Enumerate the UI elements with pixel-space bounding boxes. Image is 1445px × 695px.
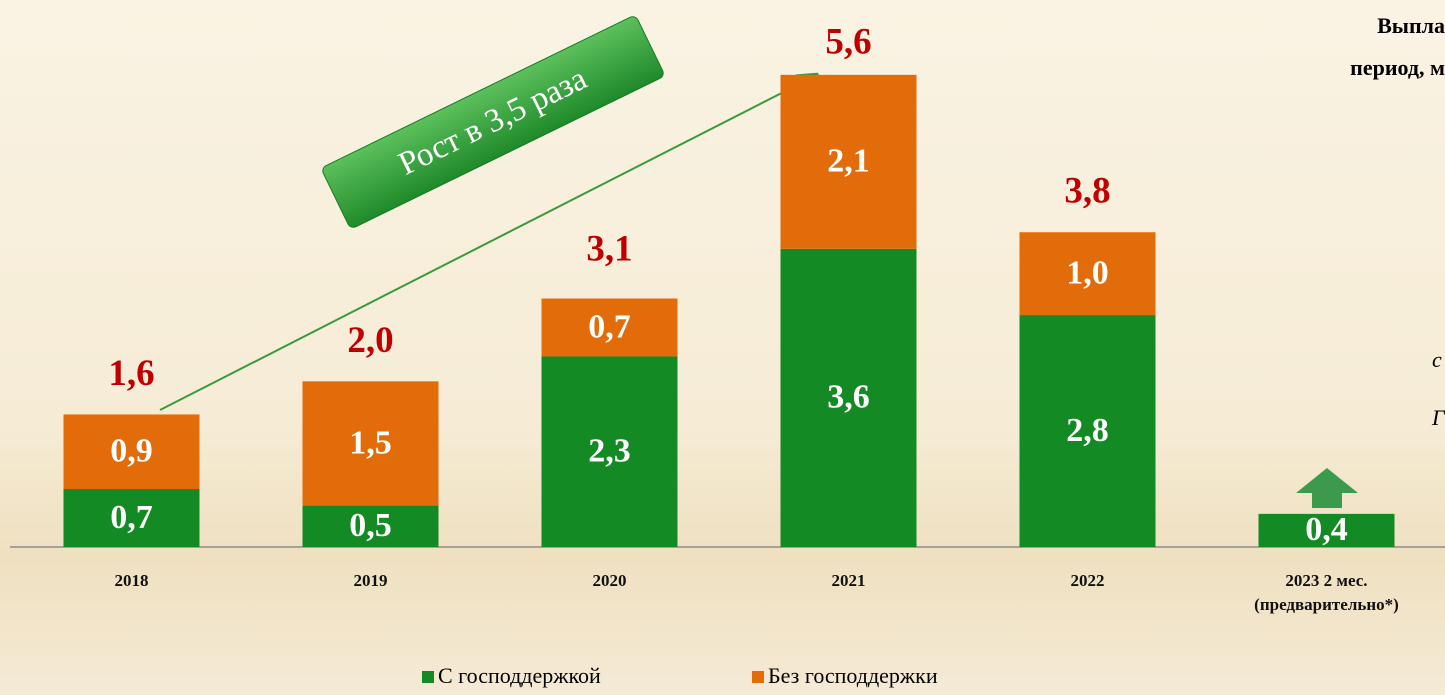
total-label: 3,1	[586, 229, 632, 270]
data-label: 0,5	[349, 507, 392, 544]
data-label: 0,7	[110, 499, 153, 536]
total-label: 5,6	[825, 22, 871, 63]
x-tick-label: 2018	[114, 571, 149, 590]
bar-segment	[302, 505, 439, 547]
legend-label: С господдержкой	[438, 663, 601, 688]
bar-segment	[63, 489, 200, 547]
chart-title: Выпла	[1377, 13, 1445, 38]
data-label: 3,6	[827, 379, 870, 416]
total-label: 3,8	[1064, 171, 1110, 212]
data-label: 1,5	[349, 424, 392, 461]
annotation-bg	[322, 16, 664, 228]
chart-subtitle: период, м	[1350, 55, 1445, 80]
data-label: 1,0	[1066, 254, 1109, 291]
legend-label: Без господдержки	[768, 663, 938, 688]
data-label: 0,7	[588, 308, 631, 345]
side-note: Г	[1431, 405, 1445, 430]
x-tick-label: 2020	[592, 571, 627, 590]
bar-segment	[302, 381, 439, 506]
data-label: 2,8	[1066, 412, 1109, 449]
data-label: 2,1	[827, 143, 870, 180]
growth-arrow	[159, 76, 815, 411]
data-label: 2,3	[588, 433, 631, 470]
bar-segment	[1019, 315, 1156, 547]
x-tick-label: 2021	[831, 571, 866, 590]
data-label: 0,9	[110, 433, 153, 470]
x-tick-label: 2019	[353, 571, 388, 590]
total-label: 2,0	[347, 320, 393, 361]
bar-segment	[541, 298, 678, 357]
annotation-box: Рост в 3,5 раза	[322, 16, 664, 228]
bar-segment	[1019, 232, 1156, 316]
bar-segment	[780, 248, 917, 548]
up-arrow	[1296, 468, 1358, 508]
total-label: 1,6	[108, 353, 154, 394]
legend-swatch	[422, 671, 434, 683]
x-tick-label: 2023 2 мес. (предварительно*)	[1254, 571, 1399, 614]
bar-segment	[541, 356, 678, 547]
bar-segment	[1258, 513, 1395, 547]
bar-segment	[780, 74, 917, 249]
legend-swatch	[752, 671, 764, 683]
x-tick-label: 2022	[1070, 571, 1105, 590]
bar-segment	[63, 414, 200, 490]
side-note: с	[1432, 347, 1442, 372]
data-label: 0,4	[1305, 511, 1348, 548]
